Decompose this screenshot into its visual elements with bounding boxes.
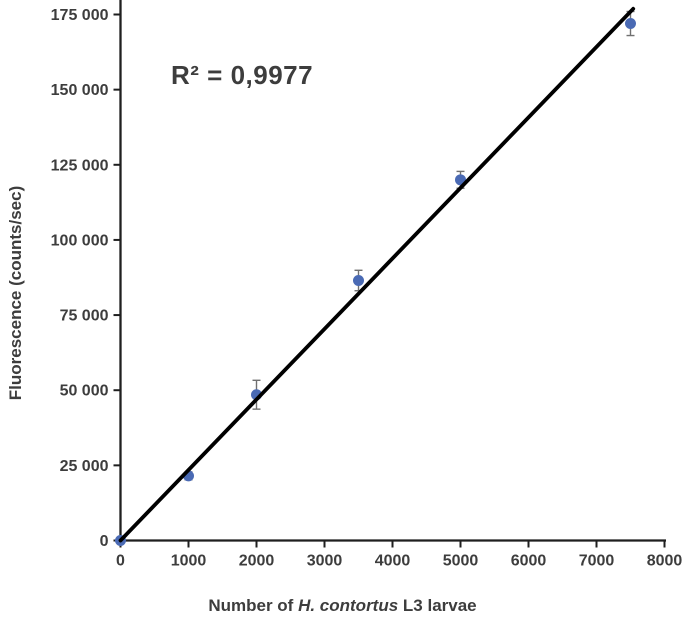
y-tick-label: 150 000 — [51, 82, 109, 99]
y-tick-label: 125 000 — [51, 157, 109, 174]
y-axis-title: Fluorescence (counts/sec) — [6, 185, 25, 401]
data-point — [353, 275, 364, 287]
y-tick-label: 25 000 — [60, 458, 109, 475]
x-tick-label: 2000 — [239, 553, 275, 570]
x-axis-title: Number of H. contortus L3 larvae — [0, 596, 685, 616]
x-tick-label: 7000 — [579, 553, 615, 570]
y-tick-label: 75 000 — [60, 308, 109, 325]
x-tick-label: 8000 — [647, 553, 683, 570]
x-axis-title-suffix: L3 larvae — [398, 596, 477, 615]
y-tick-label: 100 000 — [51, 232, 109, 249]
y-tick-label: 175 000 — [51, 7, 109, 24]
x-tick-label: 0 — [116, 553, 125, 570]
x-tick-label: 6000 — [511, 553, 547, 570]
x-tick-label: 1000 — [171, 553, 207, 570]
x-tick-label: 3000 — [307, 553, 343, 570]
data-point — [625, 18, 636, 30]
y-tick-label: 0 — [100, 533, 109, 550]
x-tick-label: 5000 — [443, 553, 479, 570]
x-axis-title-species: H. contortus — [298, 596, 399, 615]
r-squared-annotation: R² = 0,9977 — [171, 60, 314, 90]
y-tick-label: 50 000 — [60, 383, 109, 400]
x-tick-label: 4000 — [375, 553, 411, 570]
trendline — [118, 6, 636, 543]
x-axis-title-prefix: Number of — [208, 596, 299, 615]
